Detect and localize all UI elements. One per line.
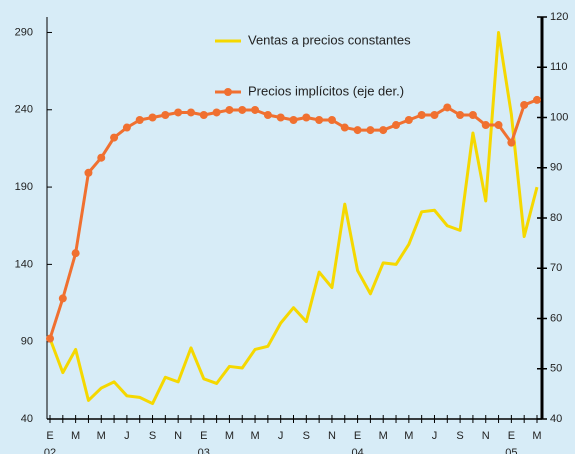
point [353,126,362,135]
point [366,126,375,135]
y-tick-label: 290 [15,26,33,38]
point [238,105,247,114]
x-tick-label: E [200,430,207,442]
x-tick-label: M [404,430,413,442]
x-tick-label: S [149,430,156,442]
point [481,121,490,130]
x-tick-label: E [46,430,53,442]
y2-tick-label: 50 [550,363,562,375]
y-tick-label: 40 [21,413,33,425]
point [186,108,195,117]
point [468,110,477,119]
x-tick-label: M [71,430,80,442]
x-tick-label: M [250,430,259,442]
point [520,100,529,109]
point [315,116,324,125]
x-tick-label: J [124,430,130,442]
point [122,123,131,132]
point [289,116,298,125]
year-label: 04 [351,447,363,454]
y2-tick-label: 70 [550,262,562,274]
x-tick-label: S [456,430,463,442]
x-tick-label: J [432,430,438,442]
legend-label: Ventas a precios constantes [248,32,411,47]
point [302,113,311,122]
point [161,110,170,119]
x-tick-label: E [354,430,361,442]
point [97,153,106,162]
year-label: 05 [505,447,517,454]
y-tick-label: 140 [15,258,33,270]
point [340,123,349,132]
point [417,110,426,119]
point [327,116,336,125]
legend-marker [224,88,232,96]
point [71,249,80,258]
point [251,105,260,114]
x-tick-label: M [379,430,388,442]
point [392,121,401,130]
x-tick-label: M [97,430,106,442]
point [58,294,67,303]
y2-tick-label: 90 [550,162,562,174]
year-label: 02 [44,447,56,454]
point [263,110,272,119]
x-tick-label: M [532,430,541,442]
y2-tick-label: 120 [550,11,568,23]
point [379,126,388,135]
point [430,110,439,119]
y2-tick-label: 80 [550,212,562,224]
point [84,168,93,177]
year-label: 03 [198,447,210,454]
point [404,116,413,125]
x-tick-label: E [508,430,515,442]
point [276,113,285,122]
point [456,110,465,119]
point [110,133,119,142]
y-tick-label: 190 [15,181,33,193]
x-tick-label: S [303,430,310,442]
y2-tick-label: 100 [550,111,568,123]
y2-tick-label: 110 [550,61,568,73]
series-line [48,98,538,340]
point [212,108,221,117]
x-tick-label: N [328,430,336,442]
x-tick-label: N [482,430,490,442]
point [199,110,208,119]
point [443,103,452,112]
legend-label: Precios implícitos (eje der.) [248,83,404,98]
point [494,121,503,130]
x-tick-label: N [174,430,182,442]
point [174,108,183,117]
x-tick-label: J [278,430,284,442]
point [507,138,516,147]
point [46,334,54,343]
point [225,105,234,114]
point [533,95,541,104]
series-line [48,30,539,406]
y2-tick-label: 60 [550,312,562,324]
point [135,116,144,125]
y2-tick-label: 40 [550,413,562,425]
point [148,113,157,122]
x-tick-label: M [225,430,234,442]
y-tick-label: 90 [21,336,33,348]
y-tick-label: 240 [15,104,33,116]
